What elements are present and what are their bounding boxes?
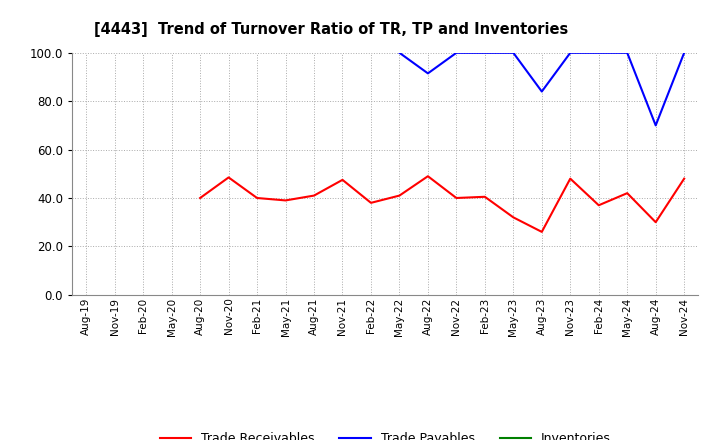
Trade Payables bbox=[566, 50, 575, 55]
Trade Payables bbox=[537, 89, 546, 94]
Trade Payables bbox=[395, 50, 404, 55]
Trade Receivables bbox=[196, 195, 204, 201]
Legend: Trade Receivables, Trade Payables, Inventories: Trade Receivables, Trade Payables, Inven… bbox=[155, 427, 616, 440]
Line: Trade Receivables: Trade Receivables bbox=[200, 176, 684, 232]
Trade Receivables bbox=[225, 175, 233, 180]
Trade Receivables bbox=[310, 193, 318, 198]
Trade Receivables bbox=[423, 173, 432, 179]
Trade Receivables bbox=[509, 215, 518, 220]
Trade Receivables bbox=[595, 202, 603, 208]
Trade Receivables bbox=[395, 193, 404, 198]
Trade Payables bbox=[423, 71, 432, 76]
Trade Payables bbox=[452, 50, 461, 55]
Trade Payables bbox=[680, 50, 688, 55]
Trade Receivables bbox=[282, 198, 290, 203]
Trade Receivables bbox=[253, 195, 261, 201]
Trade Payables bbox=[595, 50, 603, 55]
Text: [4443]  Trend of Turnover Ratio of TR, TP and Inventories: [4443] Trend of Turnover Ratio of TR, TP… bbox=[94, 22, 568, 37]
Trade Receivables bbox=[338, 177, 347, 183]
Trade Receivables bbox=[623, 191, 631, 196]
Trade Payables bbox=[480, 50, 489, 55]
Line: Trade Payables: Trade Payables bbox=[400, 53, 684, 125]
Trade Receivables bbox=[537, 229, 546, 235]
Trade Receivables bbox=[480, 194, 489, 199]
Trade Receivables bbox=[680, 176, 688, 181]
Trade Receivables bbox=[452, 195, 461, 201]
Trade Receivables bbox=[366, 200, 375, 205]
Trade Payables bbox=[509, 50, 518, 55]
Trade Receivables bbox=[566, 176, 575, 181]
Trade Receivables bbox=[652, 220, 660, 225]
Trade Payables bbox=[623, 50, 631, 55]
Trade Payables bbox=[652, 123, 660, 128]
